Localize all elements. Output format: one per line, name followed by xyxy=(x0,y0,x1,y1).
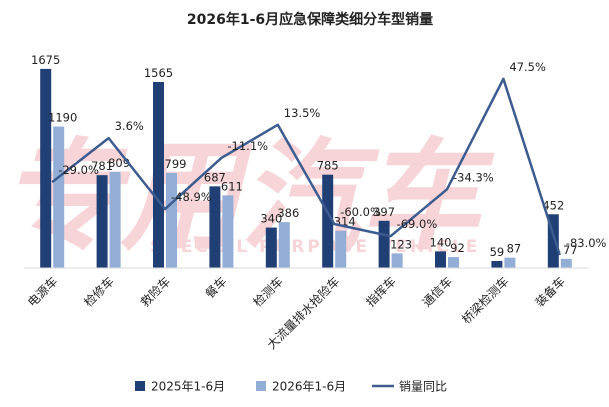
bar-2025 xyxy=(96,175,108,268)
x-tick-label: 检修车 xyxy=(81,274,117,310)
bar-2026 xyxy=(391,253,403,268)
data-label-2026: 386 xyxy=(277,206,299,220)
x-tick-label: 通信车 xyxy=(419,274,455,310)
x-tick-label: 桥梁检测车 xyxy=(458,274,511,327)
plot-area: 1675119078180915657996876113403867853143… xyxy=(31,53,607,269)
data-label-2025: 340 xyxy=(260,212,282,226)
bar-2025 xyxy=(153,81,164,268)
legend-label-yoy: 销量同比 xyxy=(399,380,447,394)
yoy-line xyxy=(51,77,561,256)
legend-item-2026: 2026年1-6月 xyxy=(256,380,346,394)
legend-swatch-2026 xyxy=(256,381,266,391)
x-tick-label: 检测车 xyxy=(250,274,286,310)
bar-2025 xyxy=(322,174,334,268)
x-tick-label: 装备车 xyxy=(532,274,568,310)
yoy-label: 13.5% xyxy=(284,106,321,120)
yoy-label: -29.0% xyxy=(58,163,99,177)
yoy-label: -48.9% xyxy=(171,190,212,204)
data-label-2026: 611 xyxy=(221,179,243,193)
bar-2026 xyxy=(504,257,516,268)
yoy-label: -11.1% xyxy=(227,139,268,153)
bar-2026 xyxy=(222,195,234,268)
chart-title: 2026年1-6月应急保障类细分车型销量 xyxy=(187,11,433,28)
legend-item-yoy: 销量同比 xyxy=(372,380,447,394)
data-label-2026: 87 xyxy=(507,242,522,256)
yoy-label: 47.5% xyxy=(509,60,546,74)
bar-2026 xyxy=(109,171,121,268)
bar-2025 xyxy=(547,214,559,268)
bar-2026 xyxy=(560,258,572,268)
data-label-2026: 123 xyxy=(390,237,412,251)
bar-2025 xyxy=(435,251,446,268)
data-label-2025: 452 xyxy=(542,198,564,212)
bar-2026 xyxy=(278,222,290,268)
legend-label-2025: 2025年1-6月 xyxy=(151,380,225,394)
data-label-2026: 1190 xyxy=(48,111,77,125)
x-tick-label: 电源车 xyxy=(24,274,60,310)
bar-2025 xyxy=(40,68,52,269)
legend: 2025年1-6月 2026年1-6月 销量同比 xyxy=(135,380,447,394)
data-label-2025: 1565 xyxy=(144,66,173,80)
data-label-2025: 59 xyxy=(490,245,505,259)
data-label-2025: 140 xyxy=(430,235,452,249)
bar-2025 xyxy=(378,220,390,268)
watermark: 专用汽车 SPECIAL PURPOSE VEHICLE xyxy=(0,127,508,267)
x-tick-label: 餐车 xyxy=(202,274,230,302)
data-label-2026: 77 xyxy=(563,243,578,257)
data-label-2025: 1675 xyxy=(31,53,60,67)
legend-item-2025: 2025年1-6月 xyxy=(135,380,225,394)
data-label-2026: 799 xyxy=(165,157,187,171)
watermark-main: 专用汽车 xyxy=(0,127,508,267)
bar-2025 xyxy=(265,227,277,268)
yoy-label: -69.0% xyxy=(397,217,438,231)
data-label-2025: 785 xyxy=(317,159,339,173)
yoy-label: -60.0% xyxy=(340,205,381,219)
yoy-label: 3.6% xyxy=(115,119,144,133)
yoy-label: -34.3% xyxy=(453,170,494,184)
x-tick-label: 指挥车 xyxy=(363,274,399,310)
data-label-2026: 92 xyxy=(450,241,465,255)
bar-2025 xyxy=(209,186,221,268)
data-label-2025: 397 xyxy=(373,205,395,219)
yoy-label: -83.0% xyxy=(566,236,607,250)
legend-swatch-2025 xyxy=(135,381,145,391)
bar-2026 xyxy=(335,230,347,268)
bar-2025 xyxy=(491,260,503,268)
bar-2026 xyxy=(448,257,459,268)
x-tick-label: 救险车 xyxy=(137,274,173,310)
legend-label-2026: 2026年1-6月 xyxy=(272,380,346,394)
bar-2026 xyxy=(166,173,177,268)
data-label-2025: 687 xyxy=(204,170,226,184)
data-label-2025: 781 xyxy=(91,159,113,173)
bar-2026 xyxy=(53,126,65,268)
